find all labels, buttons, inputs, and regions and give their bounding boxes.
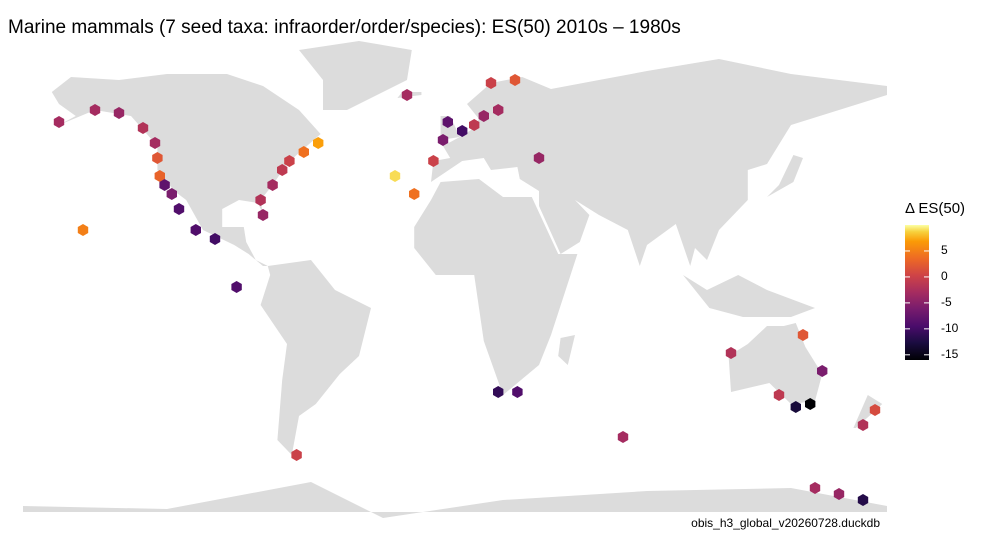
hex-cell bbox=[773, 389, 785, 401]
hex-cell bbox=[857, 494, 869, 506]
landmass bbox=[558, 335, 575, 365]
landmass bbox=[728, 323, 823, 404]
hex-cell bbox=[389, 170, 401, 182]
hex-cell bbox=[53, 116, 65, 128]
hex-cell bbox=[159, 179, 170, 191]
hex-cell bbox=[113, 107, 125, 119]
hex-cell bbox=[457, 125, 468, 137]
hex-cell bbox=[493, 386, 504, 398]
hex-cell bbox=[805, 398, 816, 410]
landmass bbox=[853, 395, 883, 428]
legend-colorbar bbox=[905, 225, 929, 360]
hex-cell bbox=[152, 152, 163, 164]
hex-cell bbox=[166, 188, 177, 200]
landmass bbox=[683, 275, 815, 317]
hex-cell bbox=[255, 194, 266, 206]
hex-cell bbox=[617, 431, 629, 443]
hex-cell bbox=[231, 281, 242, 293]
hex-cell bbox=[257, 209, 269, 221]
hex-cell bbox=[790, 401, 801, 413]
hex-cell bbox=[797, 329, 809, 341]
hex-cell bbox=[149, 137, 161, 149]
hex-cell bbox=[469, 119, 480, 131]
hex-cell bbox=[89, 104, 101, 116]
hex-cell bbox=[428, 155, 439, 167]
hex-cell bbox=[284, 155, 295, 167]
hex-cell bbox=[857, 419, 869, 431]
hex-cell bbox=[291, 449, 302, 461]
hex-cell bbox=[437, 134, 449, 146]
legend-tick-label: 5 bbox=[941, 243, 948, 257]
hex-cell bbox=[298, 146, 309, 158]
landmass bbox=[260, 260, 371, 455]
hex-cell bbox=[137, 122, 149, 134]
hex-cell bbox=[173, 203, 185, 215]
hex-cell bbox=[509, 74, 521, 86]
legend-tick-label: -5 bbox=[941, 295, 952, 309]
landmass bbox=[299, 41, 412, 110]
hex-cell bbox=[833, 488, 845, 500]
map-title: Marine mammals (7 seed taxa: infraorder/… bbox=[8, 17, 681, 38]
hex-cell bbox=[809, 482, 821, 494]
hex-cell bbox=[478, 110, 489, 122]
hex-cell bbox=[725, 347, 737, 359]
hex-cell bbox=[485, 77, 497, 89]
caption: obis_h3_global_v20260728.duckdb bbox=[691, 516, 880, 530]
hex-cell bbox=[512, 386, 523, 398]
landmass bbox=[23, 482, 887, 518]
landmass bbox=[51, 74, 321, 266]
legend-tick-label: -15 bbox=[941, 347, 959, 361]
hex-cell bbox=[401, 89, 413, 101]
hex-cell bbox=[817, 365, 828, 377]
hex-cell bbox=[493, 104, 504, 116]
hex-cell bbox=[154, 170, 165, 182]
hex-cell bbox=[409, 188, 420, 200]
landmass bbox=[767, 155, 803, 197]
hex-cell bbox=[533, 152, 545, 164]
hex-cell bbox=[267, 179, 278, 191]
land bbox=[23, 41, 887, 518]
hex-cell bbox=[869, 404, 881, 416]
hex-cell bbox=[190, 224, 201, 236]
hex-cell bbox=[277, 164, 288, 176]
hex-cell bbox=[442, 116, 453, 128]
legend-title: Δ ES(50) bbox=[905, 200, 965, 217]
landmass bbox=[431, 59, 887, 266]
cells bbox=[53, 74, 881, 506]
legend-tick-label: -10 bbox=[941, 321, 959, 335]
legend-tick-label: 0 bbox=[941, 269, 948, 283]
hex-cell bbox=[77, 224, 89, 236]
landmass bbox=[414, 179, 578, 395]
hex-cell bbox=[209, 233, 221, 245]
hex-cell bbox=[313, 137, 324, 149]
